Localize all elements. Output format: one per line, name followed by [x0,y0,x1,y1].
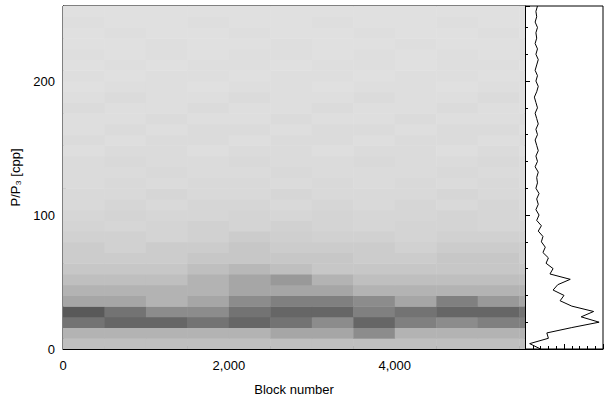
svg-text:100: 100 [33,208,55,223]
svg-text:Block number: Block number [254,382,334,397]
svg-text:P/P₃ [cpp]: P/P₃ [cpp] [8,148,23,206]
svg-text:4,000: 4,000 [379,358,412,373]
svg-text:200: 200 [33,74,55,89]
svg-text:0: 0 [48,342,55,357]
svg-text:2,000: 2,000 [213,358,246,373]
svg-text:0: 0 [59,358,66,373]
